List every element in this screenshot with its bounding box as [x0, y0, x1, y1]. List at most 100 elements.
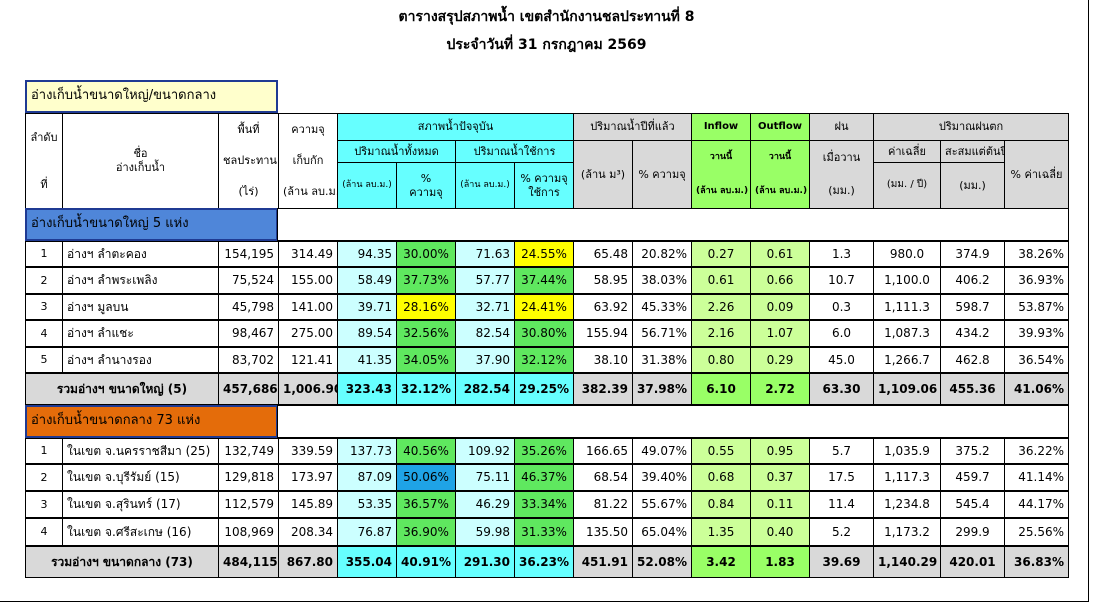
- cell-text: 31.38%: [641, 352, 687, 367]
- header-cell: % ความจุ ใช้การ: [514, 162, 574, 209]
- cell-text: 374.9: [955, 246, 990, 261]
- section-label: อ่างเก็บน้ำขนาดใหญ่/ขนาดกลาง: [25, 80, 278, 113]
- cell-text: 141.00: [291, 299, 333, 314]
- cell-text: 545.4: [955, 497, 990, 511]
- cell-text: 36.83%: [1014, 554, 1064, 569]
- total-cell: 36.83%: [1004, 546, 1069, 578]
- cell-text: 39.40%: [641, 470, 687, 484]
- cell: 1,173.2: [873, 518, 941, 546]
- cell: 5.2: [809, 518, 874, 546]
- cell: 462.8: [940, 347, 1005, 373]
- cell: 37.44%: [514, 267, 574, 294]
- cell: 33.34%: [514, 491, 574, 518]
- cell: 31.33%: [514, 518, 574, 546]
- cell-text: 46.37%: [521, 470, 567, 484]
- cell: 36.90%: [396, 518, 456, 546]
- cell-text: 36.57%: [403, 497, 449, 511]
- cell-text: 32.12%: [521, 352, 567, 367]
- group-row-fill: [277, 405, 1069, 438]
- cell: 38.26%: [1004, 241, 1069, 267]
- cell-text: 2.16: [707, 326, 735, 340]
- cell-text: 31.33%: [521, 524, 567, 539]
- cell: 4: [25, 320, 63, 347]
- total-cell: 382.39: [573, 373, 633, 405]
- cell-text: 63.30: [822, 381, 861, 396]
- header-cell: พื้นที่ ชลประทาน (ไร่): [218, 113, 279, 209]
- cell-text: 451.91: [581, 554, 628, 569]
- cell-text: 1,006.90: [283, 381, 338, 396]
- cell: ในเขต จ.นครราชสีมา (25): [62, 438, 219, 464]
- cell-text: 56.71%: [641, 326, 687, 340]
- cell: 3: [25, 491, 63, 518]
- cell: 24.41%: [514, 294, 574, 320]
- total-cell: 323.43: [337, 373, 397, 405]
- cell: 434.2: [940, 320, 1005, 347]
- total-cell: 1,109.06: [873, 373, 941, 405]
- cell: 112,579: [218, 491, 279, 518]
- cell: 314.49: [278, 241, 338, 267]
- cell-text: 40.56%: [403, 443, 449, 458]
- total-cell: 36.23%: [514, 546, 574, 578]
- cell-text: 65.04%: [641, 524, 687, 539]
- cell-text: ในเขต จ.สุรินทร์ (17): [67, 497, 181, 511]
- header-text: % ค่าเฉลี่ย: [1010, 167, 1063, 181]
- cell: 11.4: [809, 491, 874, 518]
- cell: 30.00%: [396, 241, 456, 267]
- cell-text: 57.77: [475, 273, 510, 287]
- cell: 155.00: [278, 267, 338, 294]
- cell: 275.00: [278, 320, 338, 347]
- cell-text: 339.59: [291, 443, 333, 458]
- header-cell: % ความจุ: [632, 140, 692, 209]
- cell-text: 65.48: [593, 246, 628, 261]
- total-cell: 63.30: [809, 373, 874, 405]
- cell-text: 39.93%: [1018, 326, 1064, 340]
- cell: 2: [25, 267, 63, 294]
- cell-text: อ่างฯ ลำตะคอง: [67, 246, 147, 261]
- cell-text: 355.04: [345, 554, 392, 569]
- total-cell: 455.36: [940, 373, 1005, 405]
- cell-text: 3.42: [706, 554, 736, 569]
- cell-text: 1,109.06: [878, 381, 938, 396]
- cell-text: 52.08%: [637, 554, 687, 569]
- total-cell: 867.80: [278, 546, 338, 578]
- header-cell: ลำดับ ที่: [25, 113, 63, 209]
- header-text: ปริมาณน้ำปีที่แล้ว: [590, 120, 675, 134]
- cell-text: 155.94: [586, 326, 628, 340]
- cell-text: 459.7: [955, 470, 990, 484]
- header-cell: (ล้าน ลบ.ม.): [337, 162, 397, 209]
- cell-text: อ่างเก็บน้ำขนาดใหญ่/ขนาดกลาง: [31, 88, 217, 104]
- cell-text: 2.72: [765, 381, 795, 396]
- cell: 25.56%: [1004, 518, 1069, 546]
- cell-text: 75,524: [232, 273, 274, 287]
- cell-text: 484,115: [223, 554, 278, 569]
- cell-text: ในเขต จ.ศรีสะเกษ (16): [67, 524, 192, 539]
- cell-text: 87.09: [357, 470, 392, 484]
- cell-text: รวมอ่างฯ ขนาดใหญ่ (5): [56, 381, 188, 396]
- cell-text: 89.54: [357, 326, 392, 340]
- cell-text: อ่างฯ ลำแชะ: [67, 326, 134, 340]
- cell: 1.07: [750, 320, 810, 347]
- cell: 24.55%: [514, 241, 574, 267]
- cell-text: ในเขต จ.นครราชสีมา (25): [67, 443, 211, 458]
- cell-text: 32.12%: [401, 381, 451, 396]
- cell-text: 6.0: [831, 326, 852, 340]
- cell-text: 145.89: [291, 497, 333, 511]
- cell-text: 0.55: [707, 443, 735, 458]
- total-cell: 3.42: [691, 546, 751, 578]
- cell: 41.35: [337, 347, 397, 373]
- cell-text: 5.7: [831, 443, 852, 458]
- cell: 145.89: [278, 491, 338, 518]
- cell: 1.3: [809, 241, 874, 267]
- total-cell: 291.30: [455, 546, 515, 578]
- cell: 82.54: [455, 320, 515, 347]
- header-cell: วานนี้ (ล้าน ลบ.ม.): [750, 140, 810, 209]
- cell: ในเขต จ.บุรีรัมย์ (15): [62, 464, 219, 491]
- cell-text: 154,195: [224, 246, 274, 261]
- cell: 45,798: [218, 294, 279, 320]
- header-text: พื้นที่: [237, 122, 260, 136]
- cell: 0.66: [750, 267, 810, 294]
- cell-text: 35.26%: [521, 443, 567, 458]
- total-cell: 355.04: [337, 546, 397, 578]
- cell: 58.95: [573, 267, 633, 294]
